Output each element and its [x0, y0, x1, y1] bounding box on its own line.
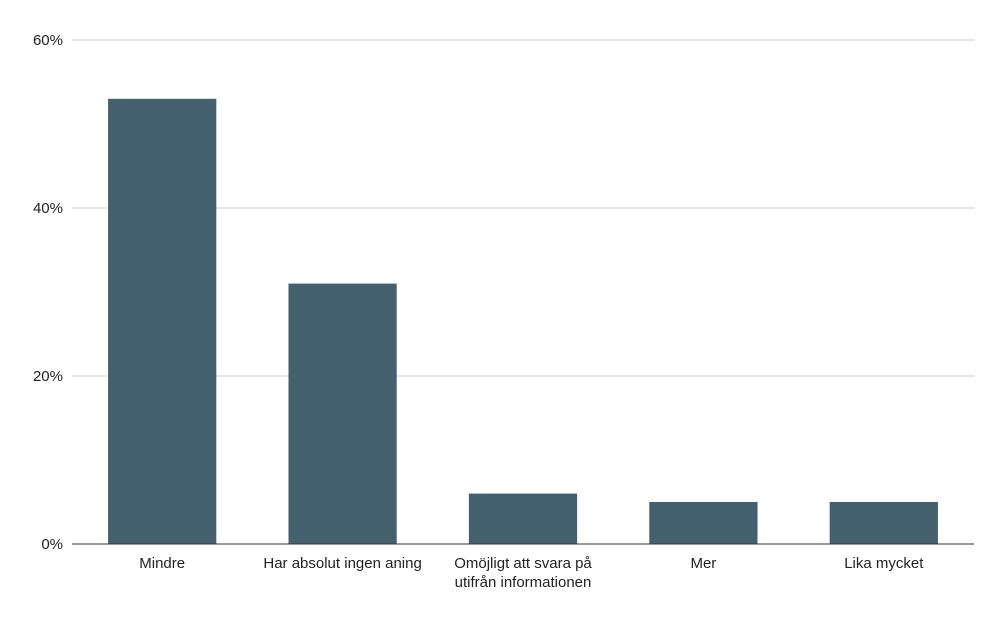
x-tick-label-line: utifrån informationen: [455, 574, 592, 591]
x-tick-label: Lika mycket: [844, 555, 924, 572]
x-tick-label: Har absolut ingen aning: [263, 555, 421, 572]
y-tick-label: 0%: [41, 536, 63, 553]
x-tick-label-line: Lika mycket: [844, 555, 924, 572]
x-tick-label-line: Mer: [690, 555, 716, 572]
x-tick-label: Mer: [690, 555, 716, 572]
x-tick-label-line: Omöjligt att svara på: [454, 555, 592, 572]
y-tick-labels: 0% 20% 40% 60%: [33, 32, 63, 553]
bar: [829, 502, 938, 544]
y-tick-label: 60%: [33, 32, 63, 49]
x-tick-label-line: Har absolut ingen aning: [263, 555, 421, 572]
x-tick-label: Omöjligt att svara på utifrån information…: [454, 555, 592, 591]
bar: [108, 98, 217, 545]
bar: [649, 502, 758, 544]
gridlines: [72, 39, 974, 377]
bar: [288, 283, 397, 544]
bar: [468, 493, 578, 544]
bars: [108, 98, 938, 545]
x-tick-labels: Mindre Har absolut ingen aning Omöjligt at…: [139, 555, 924, 591]
x-tick-label: Mindre: [139, 555, 185, 572]
y-tick-label: 40%: [33, 200, 63, 217]
y-tick-label: 20%: [33, 368, 63, 385]
x-tick-label-line: Mindre: [139, 555, 185, 572]
